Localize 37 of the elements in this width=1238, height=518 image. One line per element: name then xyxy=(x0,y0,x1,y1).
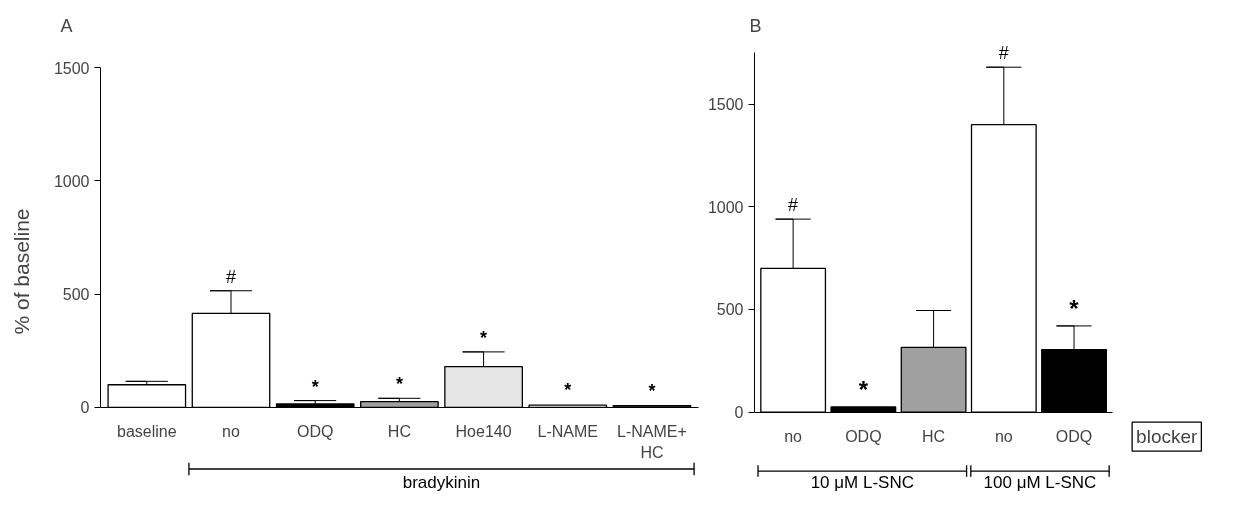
y-axis-title: % of baseline xyxy=(9,208,33,335)
y-tick-label: 0 xyxy=(80,399,90,417)
x-tick-label: HC xyxy=(922,428,946,446)
x-tick-label: no xyxy=(784,428,803,446)
annotation: # xyxy=(998,43,1009,64)
annotation: * xyxy=(858,376,869,404)
annotation: # xyxy=(788,195,799,216)
y-tick-label: 1000 xyxy=(707,198,744,216)
x-tick-label: ODQ xyxy=(845,428,882,446)
annotation: * xyxy=(564,380,572,401)
y-tick-label: 500 xyxy=(716,301,744,319)
x-tick-label: baseline xyxy=(117,423,177,441)
text: 100 μM L-SNC xyxy=(983,473,1097,493)
annotation: * xyxy=(311,376,319,397)
annotation: * xyxy=(648,380,656,401)
annotation: # xyxy=(226,266,237,287)
chart-title: A xyxy=(60,15,73,36)
y-tick-label: 1500 xyxy=(53,59,90,77)
x-tick-label: ODQ xyxy=(1055,428,1093,446)
x-tick-label: no xyxy=(222,423,240,441)
y-tick-label: 1500 xyxy=(707,96,744,114)
x-tick-label: HC xyxy=(387,423,411,441)
x-tick-label: L-NAME+ HC xyxy=(617,423,687,461)
annotation: * xyxy=(480,327,488,348)
x-tick-label: L-NAME xyxy=(537,423,599,441)
x-tick-label: no xyxy=(994,428,1013,446)
y-tick-label: 1000 xyxy=(53,172,90,190)
annotation: * xyxy=(1069,294,1080,322)
x-tick-label: Hoe140 xyxy=(455,423,512,441)
y-tick-label: 0 xyxy=(734,404,744,422)
annotation: * xyxy=(395,374,403,395)
chart-title: B xyxy=(749,15,762,36)
text: blocker xyxy=(1136,426,1199,448)
x-tick-label: ODQ xyxy=(296,423,334,441)
text: bradykinin xyxy=(402,472,481,492)
text: 10 μM L-SNC xyxy=(810,473,914,493)
y-tick-label: 500 xyxy=(62,286,90,304)
